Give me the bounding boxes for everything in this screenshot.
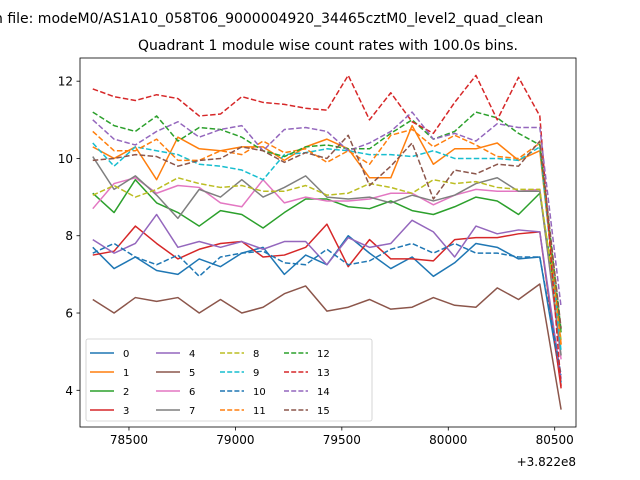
legend-label-11: 11 xyxy=(253,406,266,417)
x-tick-label: 79000 xyxy=(216,433,254,447)
legend-label-13: 13 xyxy=(317,368,330,379)
series-lines xyxy=(92,74,562,410)
x-axis: 78500 79000 79500 80000 80500 xyxy=(110,427,574,447)
y-tick-label: 12 xyxy=(58,75,73,89)
legend-label-12: 12 xyxy=(317,349,330,360)
x-tick-label: 80500 xyxy=(536,433,574,447)
series-line-10 xyxy=(92,242,562,375)
y-tick-label: 6 xyxy=(65,307,73,321)
y-tick-label: 4 xyxy=(65,384,73,398)
legend-label-15: 15 xyxy=(317,406,330,417)
y-axis: 4 6 8 10 12 xyxy=(58,75,80,398)
y-tick-label: 10 xyxy=(58,152,73,166)
series-line-6 xyxy=(92,177,562,360)
series-line-8 xyxy=(92,177,562,341)
series-line-9 xyxy=(92,142,562,352)
series-line-3 xyxy=(92,223,562,389)
legend-label-9: 9 xyxy=(253,368,259,379)
series-line-5 xyxy=(92,283,562,410)
chart-suptitle: n file: modeM0/AS1A10_058T06_9000004920_… xyxy=(0,11,543,27)
x-tick-label: 79500 xyxy=(323,433,361,447)
legend-label-6: 6 xyxy=(189,387,195,398)
chart-title: Quadrant 1 module wise count rates with … xyxy=(138,38,518,54)
legend-label-4: 4 xyxy=(189,349,195,360)
legend-label-14: 14 xyxy=(317,387,330,398)
series-line-2 xyxy=(92,178,562,333)
series-line-4 xyxy=(92,213,562,379)
legend-label-1: 1 xyxy=(123,368,129,379)
series-line-1 xyxy=(92,124,562,345)
series-line-14 xyxy=(92,111,562,308)
legend-box xyxy=(85,338,373,422)
x-tick-label: 80000 xyxy=(429,433,467,447)
series-line-15 xyxy=(92,134,562,329)
legend-label-5: 5 xyxy=(189,368,195,379)
x-offset-label: +3.822e8 xyxy=(517,455,576,469)
series-line-13 xyxy=(92,74,562,387)
plot-frame xyxy=(79,57,577,428)
legend-label-10: 10 xyxy=(253,387,266,398)
x-tick-label: 78500 xyxy=(110,433,148,447)
series-line-12 xyxy=(92,111,562,331)
legend-label-0: 0 xyxy=(123,349,129,360)
y-tick-label: 8 xyxy=(65,229,73,243)
series-line-7 xyxy=(92,156,562,356)
legend-label-7: 7 xyxy=(189,406,195,417)
legend-label-2: 2 xyxy=(123,387,129,398)
legend-label-3: 3 xyxy=(123,406,129,417)
legend-label-8: 8 xyxy=(253,349,259,360)
